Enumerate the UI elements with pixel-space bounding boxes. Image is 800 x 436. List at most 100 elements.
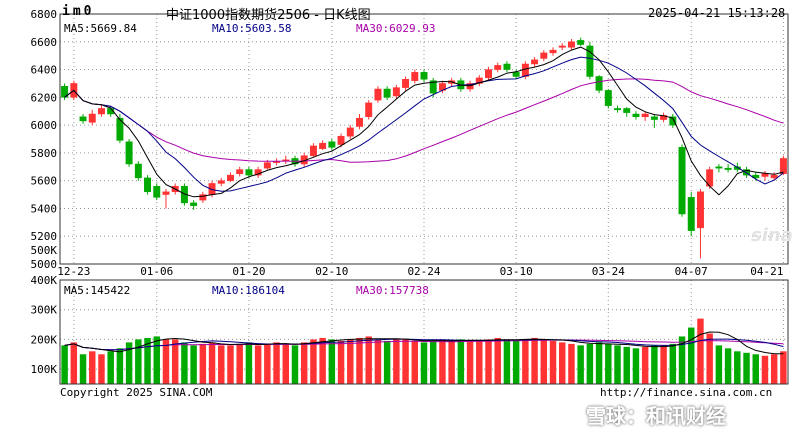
volume-bar — [89, 351, 96, 384]
volume-bar — [264, 343, 271, 384]
volume-bar — [254, 345, 262, 384]
volume-bar — [411, 340, 419, 384]
candle-body — [567, 41, 575, 48]
candle-body — [614, 108, 621, 111]
volume-bar — [614, 345, 621, 384]
axis-labels: 6800 6600 6400 6200 6000 5800 5600 5400 5200500K… — [31, 8, 784, 376]
volume-bar — [319, 337, 326, 384]
volume-ma5-line — [64, 331, 784, 355]
candle-body — [309, 145, 317, 156]
x-tick-label: 04-07 — [675, 265, 708, 278]
x-tick-label: 03-24 — [592, 265, 625, 278]
volume-bar — [549, 340, 557, 384]
candle-body — [687, 197, 695, 231]
volume-bar — [457, 339, 465, 384]
volume-bar — [162, 339, 170, 384]
candle-body — [540, 52, 548, 59]
volume-bar — [577, 345, 584, 384]
volume-bar — [144, 337, 151, 384]
moving-average-lines — [64, 46, 784, 355]
x-tick-label: 02-10 — [315, 265, 348, 278]
volume-bar — [752, 354, 759, 384]
candle-body — [503, 63, 511, 70]
source-url[interactable]: http://finance.sina.com.cn — [600, 386, 773, 399]
volume-bar — [669, 343, 677, 384]
candle-body — [531, 59, 539, 65]
volume-bar — [632, 348, 640, 384]
price-ma10-line — [64, 56, 784, 192]
candle-body — [678, 147, 686, 215]
price-y-tick-label: 6000 — [31, 119, 58, 132]
volume-bar — [347, 339, 354, 384]
volume-bar — [724, 348, 732, 384]
chart-title: 中证1000指数期货2506 - 日K线图 — [166, 8, 371, 23]
volume-bar — [706, 333, 713, 384]
volume-bar — [678, 336, 686, 384]
volume-bar — [135, 339, 142, 384]
candle-body — [217, 180, 225, 184]
volume-bar — [420, 342, 428, 384]
volume-bar — [485, 339, 492, 384]
volume-bar — [282, 343, 289, 384]
volume-panel-frame — [59, 279, 789, 385]
volume-bar — [780, 351, 787, 384]
volume-bar — [383, 340, 391, 384]
candle-body — [153, 185, 161, 198]
volume-bar — [476, 340, 483, 384]
volume-bar — [328, 339, 336, 384]
volume-bar — [429, 340, 437, 384]
candle-body — [724, 167, 732, 170]
timestamp: 2025-04-21 15:13:28 — [648, 6, 786, 20]
volume-bar — [623, 346, 630, 384]
candle-body — [595, 76, 603, 91]
x-tick-label: 03-10 — [500, 265, 533, 278]
price-y-tick-label: 5800 — [31, 147, 58, 160]
volume-bar — [734, 351, 741, 384]
price-y-tick-label: 6800 — [31, 8, 58, 21]
candle-body — [263, 162, 271, 169]
volume-bar — [208, 342, 216, 384]
candle-body — [420, 72, 428, 80]
volume-bar — [374, 339, 382, 384]
volume-bar — [697, 318, 704, 384]
volume-y-tick-label: 100K — [31, 363, 58, 376]
volume-y-tick-label: 300K — [31, 304, 58, 317]
volume-bar — [61, 345, 68, 384]
volume-bar — [605, 343, 612, 384]
candle-body — [586, 45, 594, 77]
volume-bar — [512, 340, 520, 384]
volume-bar — [98, 354, 105, 384]
volume-ma10-line — [64, 338, 784, 351]
volume-bar — [190, 345, 197, 384]
candle-body — [319, 142, 327, 149]
volume-bar — [595, 342, 603, 384]
volume-bar — [236, 343, 243, 384]
volume-bar — [365, 336, 372, 384]
candle-body — [134, 163, 142, 179]
price-y-tick-label: 5600 — [31, 175, 58, 188]
watermark: 雪球：和讯财经 — [586, 404, 726, 428]
candle-body — [144, 177, 152, 193]
price-y-tick-label: 6600 — [31, 36, 58, 49]
volume-bar — [245, 342, 253, 384]
candle-body — [402, 79, 410, 88]
volume-bar — [291, 345, 299, 384]
price-y-tick-label: 6400 — [31, 64, 58, 77]
candle-body — [337, 135, 345, 145]
volume-bar — [227, 345, 234, 384]
volume-bar — [171, 339, 179, 384]
volume-y-tick-label: 400K — [31, 274, 58, 287]
candle-body — [328, 141, 336, 148]
volume-bar — [770, 354, 778, 384]
volume-bar — [540, 339, 548, 384]
volume-bar — [70, 342, 78, 384]
volume-ma10-label: MA10:186104 — [212, 284, 285, 297]
x-tick-label: 01-20 — [232, 265, 265, 278]
volume-bar — [116, 348, 124, 384]
price-ma10-label: MA10:5603.58 — [212, 22, 292, 35]
candle-body — [236, 169, 244, 174]
candle-body — [199, 194, 207, 201]
candle-body — [521, 63, 529, 77]
volume-ma5-label: MA5:145422 — [64, 284, 131, 297]
